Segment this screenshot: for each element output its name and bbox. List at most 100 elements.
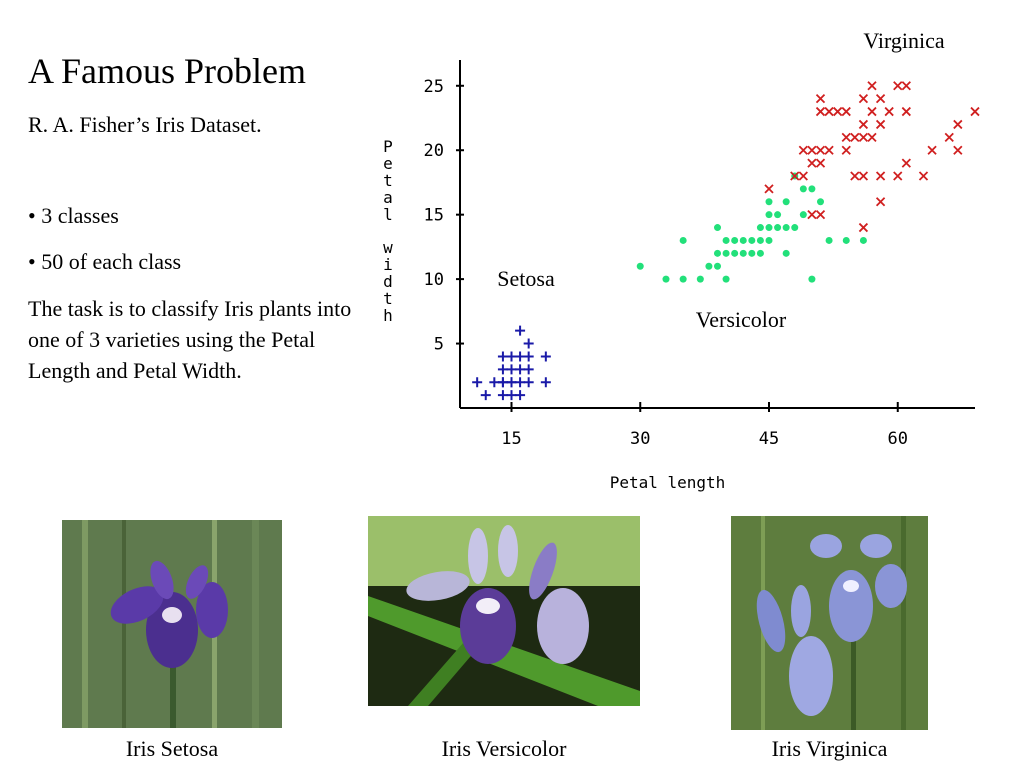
- y-axis-label-char: t: [383, 289, 393, 308]
- virginica-point: [875, 94, 886, 104]
- versicolor-point: [722, 275, 730, 283]
- versicolor-point: [714, 262, 721, 270]
- virginica-point: [858, 171, 869, 181]
- task-description: The task is to classify Iris plants into…: [28, 296, 352, 383]
- versicolor-point: [859, 236, 867, 244]
- y-tick-label: 25: [424, 77, 444, 97]
- versicolor-point: [722, 249, 730, 257]
- versicolor-point: [825, 236, 833, 244]
- virginica-point: [815, 145, 826, 155]
- slide-title: A Famous Problem: [28, 51, 307, 91]
- virginica-point: [815, 94, 826, 104]
- virginica-point: [875, 119, 886, 130]
- virginica-point: [798, 171, 808, 181]
- slide-subtitle: R. A. Fisher’s Iris Dataset.: [28, 112, 262, 137]
- virginica-point: [867, 132, 877, 142]
- versicolor-point: [765, 211, 773, 219]
- y-tick-label: 5: [434, 335, 444, 355]
- versicolor-point: [842, 236, 850, 244]
- setosa-point: [489, 377, 500, 388]
- setosa-point: [497, 390, 508, 401]
- setosa-point: [506, 377, 517, 388]
- versicolor-point: [799, 185, 807, 193]
- versicolor-point: [791, 224, 799, 232]
- bullet-per-class: • 50 of each class: [28, 249, 182, 274]
- versicolor-point: [662, 275, 670, 283]
- versicolor-point: [714, 249, 721, 257]
- virginica-point: [858, 222, 869, 233]
- versicolor-point: [748, 249, 756, 257]
- virginica-point: [807, 158, 817, 168]
- setosa-point: [480, 390, 491, 401]
- virginica-point: [918, 171, 929, 181]
- versicolor-point: [739, 236, 747, 244]
- versicolor-point: [774, 224, 782, 232]
- y-axis-label-char: t: [383, 171, 393, 190]
- annotation-virginica: Virginica: [863, 28, 945, 53]
- versicolor-point: [679, 275, 687, 283]
- setosa-point: [523, 364, 534, 375]
- virginica-point: [841, 145, 851, 155]
- caption-iris-virginica: Iris Virginica: [771, 736, 888, 761]
- iris-versicolor-photo: [368, 516, 640, 706]
- virginica-point: [944, 132, 954, 142]
- versicolor-point: [679, 236, 687, 244]
- y-tick-label: 20: [424, 141, 444, 161]
- virginica-point: [798, 145, 808, 155]
- setosa-point: [472, 377, 483, 388]
- versicolor-point: [756, 236, 764, 244]
- setosa-point: [540, 377, 551, 388]
- virginica-point: [867, 81, 877, 91]
- versicolor-point: [782, 249, 790, 257]
- versicolor-point: [782, 224, 790, 232]
- versicolor-point: [765, 236, 773, 244]
- versicolor-point: [756, 249, 764, 257]
- virginica-point: [884, 106, 894, 117]
- virginica-point: [815, 210, 826, 220]
- setosa-point: [515, 390, 526, 401]
- virginica-point: [841, 106, 851, 117]
- bullet-classes: • 3 classes: [28, 203, 119, 228]
- versicolor-point: [731, 236, 739, 244]
- virginica-point: [833, 106, 843, 117]
- setosa-point: [515, 351, 526, 362]
- y-axis-label-char: e: [383, 154, 393, 173]
- versicolor-point: [765, 198, 773, 206]
- versicolor-point: [705, 262, 713, 270]
- versicolor-point: [808, 275, 816, 283]
- virginica-point: [953, 119, 963, 130]
- virginica-point: [875, 197, 886, 207]
- y-axis-label-char: h: [383, 306, 393, 325]
- setosa-point: [515, 325, 526, 336]
- setosa-point: [523, 338, 534, 349]
- y-tick-label: 15: [424, 206, 444, 226]
- versicolor-point: [748, 236, 756, 244]
- virginica-point: [953, 145, 963, 155]
- versicolor-point: [731, 249, 739, 257]
- virginica-point: [807, 145, 817, 155]
- virginica-point: [790, 171, 800, 181]
- setosa-point: [497, 351, 508, 362]
- caption-iris-versicolor: Iris Versicolor: [441, 736, 567, 761]
- versicolor-point: [765, 224, 773, 232]
- versicolor-point: [774, 211, 782, 219]
- setosa-point: [523, 351, 534, 362]
- virginica-point: [858, 94, 869, 104]
- setosa-point: [506, 364, 517, 375]
- virginica-point: [858, 119, 869, 130]
- setosa-point: [497, 377, 508, 388]
- virginica-point: [893, 171, 903, 181]
- x-tick-label: 15: [501, 429, 521, 449]
- y-axis-label-char: w: [383, 238, 393, 257]
- virginica-point: [901, 158, 911, 168]
- virginica-point: [875, 171, 886, 181]
- setosa-point: [506, 351, 517, 362]
- annotation-versicolor: Versicolor: [696, 307, 787, 332]
- virginica-point: [901, 106, 911, 117]
- virginica-point: [858, 132, 869, 142]
- virginica-point: [807, 210, 817, 220]
- x-tick-label: 30: [630, 429, 650, 449]
- versicolor-point: [817, 198, 824, 206]
- annotation-setosa: Setosa: [497, 266, 555, 291]
- versicolor-point: [722, 236, 730, 244]
